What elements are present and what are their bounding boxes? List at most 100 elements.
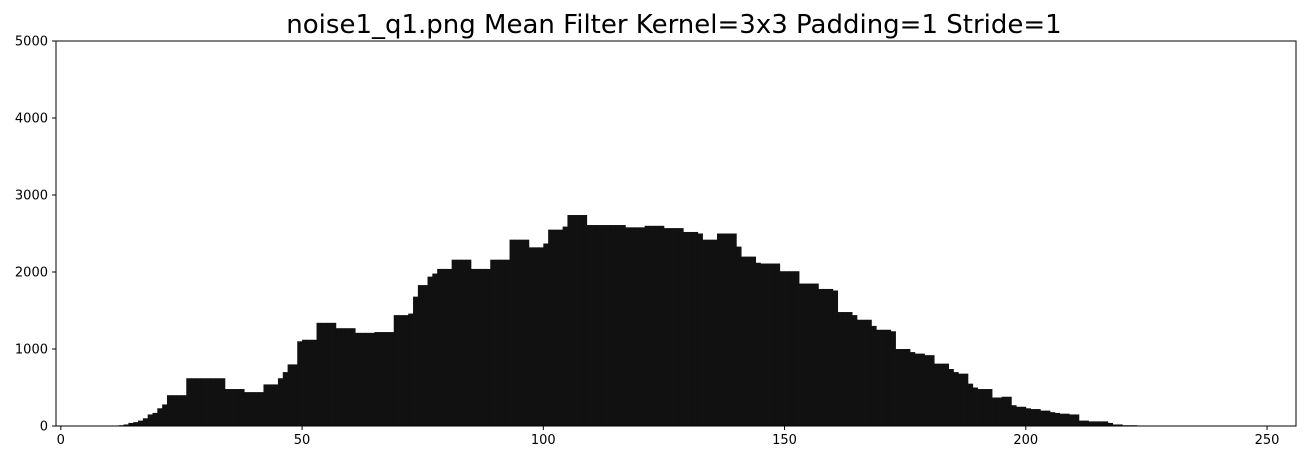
histogram-bar (432, 273, 438, 426)
histogram-bar (350, 328, 356, 426)
histogram-bar (181, 395, 187, 426)
histogram-bar (1049, 412, 1056, 426)
histogram-bar (1107, 422, 1114, 426)
histogram-bar (606, 225, 612, 426)
histogram-bar (639, 227, 646, 426)
histogram-bar (847, 312, 853, 426)
histogram-bar (596, 225, 602, 426)
histogram-bar (195, 378, 202, 426)
histogram-bar (774, 263, 781, 426)
histogram-bar (1074, 414, 1080, 426)
histogram-bar (919, 353, 925, 426)
histogram-bar (1088, 421, 1094, 426)
histogram-bar (528, 247, 535, 426)
histogram-bar (953, 372, 959, 426)
histogram-bar (615, 225, 621, 426)
histogram-bar (934, 363, 940, 426)
plot-frame (55, 40, 1297, 427)
histogram-bar (1103, 421, 1109, 426)
histogram-bar (745, 256, 752, 426)
histogram-bar (384, 332, 390, 426)
histogram-bar (1040, 410, 1046, 426)
histogram-bar (1035, 409, 1041, 426)
histogram-bar (900, 349, 906, 426)
histogram-bar (794, 271, 800, 426)
histogram-bar (1093, 421, 1099, 426)
histogram-bar (557, 229, 564, 426)
histogram-bar (1016, 406, 1022, 426)
histogram-bar (992, 397, 998, 426)
histogram-bar (326, 322, 332, 426)
histogram-bars (118, 215, 1152, 426)
histogram-bar (890, 331, 896, 426)
histogram-bar (446, 268, 453, 426)
histogram-bar (948, 369, 954, 426)
histogram-bar (224, 389, 231, 426)
histogram-bar (610, 225, 617, 426)
histogram-bar (490, 259, 496, 426)
histogram-bar (1098, 421, 1104, 426)
histogram-bar (837, 312, 843, 426)
histogram-bar (495, 259, 501, 426)
histogram-bar (852, 315, 858, 426)
histogram-bar (987, 389, 993, 426)
histogram-bar (683, 231, 689, 426)
histogram-bar (393, 315, 399, 426)
histogram-bar (885, 329, 892, 426)
histogram-bar (408, 313, 414, 426)
histogram-bar (842, 312, 848, 426)
histogram-bar (451, 259, 457, 426)
histogram-bar (1006, 396, 1012, 426)
histogram-bar (422, 285, 428, 426)
histogram-bar (1001, 396, 1007, 426)
histogram-bar (123, 424, 129, 426)
y-tick-label: 1000 (15, 343, 48, 358)
histogram-bar (625, 227, 631, 426)
histogram-bar (736, 246, 742, 426)
histogram-bar (963, 373, 969, 426)
histogram-bar (688, 231, 694, 426)
histogram-bar (548, 229, 554, 426)
histogram-bar (215, 378, 221, 426)
histogram-bar (972, 387, 978, 426)
histogram-bar (620, 225, 626, 426)
histogram-bar (832, 290, 839, 426)
histogram-bar (239, 389, 245, 426)
histogram-bar (784, 271, 790, 426)
histogram-bar (157, 408, 163, 426)
histogram-bar (244, 392, 250, 426)
histogram-bar (277, 378, 284, 426)
histogram-bar (1069, 414, 1075, 426)
x-axis: 0 50 100 150 200 250 (57, 426, 1279, 448)
histogram-bar (441, 268, 448, 426)
histogram-bar (654, 225, 660, 426)
histogram-bar (876, 329, 882, 426)
histogram-bar (943, 363, 949, 426)
histogram-bar (316, 322, 322, 426)
histogram-bar (133, 422, 139, 426)
histogram-bar (818, 288, 824, 426)
histogram-bar (601, 225, 607, 426)
histogram-bar (220, 378, 226, 426)
histogram-bar (673, 228, 679, 426)
histogram-bar (1078, 420, 1085, 426)
histogram-bar (958, 373, 964, 426)
histogram-bar (803, 283, 810, 426)
histogram-bar (905, 349, 911, 426)
histogram-bar (166, 395, 173, 426)
histogram-bar (437, 268, 443, 426)
histogram-bar (929, 355, 935, 426)
histogram-bar (359, 332, 366, 426)
histogram-bar (147, 414, 153, 426)
histogram-bar (630, 227, 636, 426)
histogram-bar (1011, 405, 1017, 426)
histogram-bar (881, 329, 887, 426)
histogram-bar (765, 263, 771, 426)
histogram-bar (668, 228, 674, 426)
histogram-bar (331, 322, 337, 426)
chart-title: noise1_q1.png Mean Filter Kernel=3x3 Pad… (286, 10, 1061, 40)
histogram-bar (712, 239, 718, 426)
histogram-bar (678, 228, 684, 426)
histogram-bar (398, 315, 404, 426)
